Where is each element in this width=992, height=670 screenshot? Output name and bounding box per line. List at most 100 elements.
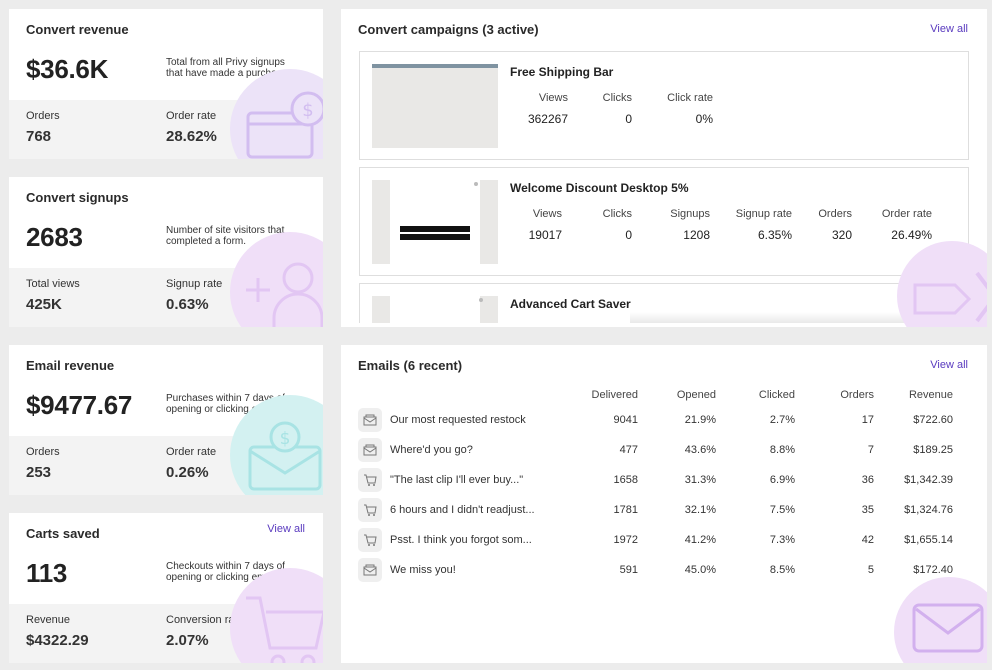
kpi-description: Number of site visitors that completed a…: [166, 225, 285, 247]
cell-revenue: $172.40: [913, 564, 953, 576]
campaign-card[interactable]: Free Shipping Bar Views 362267 Clicks 0 Cl…: [359, 51, 969, 160]
emails-table: Delivered Opened Clicked Orders Revenue …: [358, 385, 953, 585]
stat-value: 2.07%: [166, 632, 209, 649]
table-row[interactable]: Psst. I think you forgot som... 1972 41.…: [358, 525, 953, 555]
envelope-icon: [358, 408, 382, 432]
stat-label: Orders: [26, 110, 60, 122]
campaign-thumbnail: [372, 64, 498, 148]
convert-campaigns-panel: Convert campaigns (3 active) View all Fr…: [341, 9, 987, 327]
kpi-value: $9477.67: [26, 390, 133, 420]
kpi-value: $36.6K: [26, 54, 109, 84]
cell-revenue: $722.60: [913, 414, 953, 426]
envelope-icon: [358, 438, 382, 462]
cell-revenue: $1,342.39: [904, 474, 953, 486]
email-name: 6 hours and I didn't readjust...: [390, 504, 535, 516]
cell-orders: 5: [867, 564, 874, 576]
stat-value: 768: [26, 128, 52, 145]
campaign-metric: Click rate 0%: [667, 92, 713, 126]
campaign-metric: Views 362267: [527, 92, 568, 126]
table-row[interactable]: "The last clip I'll ever buy..." 1658 31…: [358, 465, 953, 495]
stat-value: 0.63%: [166, 296, 209, 313]
view-all-link[interactable]: View all: [267, 523, 305, 535]
envelope-icon: [894, 577, 987, 663]
kpi-value: 2683: [26, 222, 83, 252]
view-all-link[interactable]: View all: [930, 23, 968, 35]
cell-delivered: 1781: [613, 504, 638, 516]
table-row[interactable]: 6 hours and I didn't readjust... 1781 32…: [358, 495, 953, 525]
campaign-metric: Order rate 26.49%: [881, 208, 932, 242]
cell-opened: 41.2%: [684, 534, 716, 546]
kpi-value: 113: [26, 558, 68, 588]
stat-label: Total views: [26, 278, 80, 290]
campaign-metric: Views 19017: [528, 208, 562, 242]
campaign-metric: Signup rate 6.35%: [735, 208, 792, 242]
cell-opened: 21.9%: [684, 414, 716, 426]
stat-value: $4322.29: [26, 632, 89, 649]
table-row[interactable]: Where'd you go? 477 43.6% 8.8% 7 $189.25: [358, 435, 953, 465]
campaign-metric: Clicks 0: [602, 208, 632, 242]
cell-delivered: 477: [619, 444, 638, 456]
campaign-metric: Clicks 0: [602, 92, 632, 126]
cart-icon: [358, 528, 382, 552]
view-all-link[interactable]: View all: [930, 359, 968, 371]
kpi-description: Checkouts within 7 days of opening or cl…: [166, 561, 285, 583]
campaign-card[interactable]: Advanced Cart Saver: [359, 283, 969, 323]
campaign-name: Free Shipping Bar: [510, 65, 614, 79]
campaign-thumbnail: [372, 296, 498, 323]
kpi-description: Purchases within 7 days of opening or cl…: [166, 393, 285, 415]
campaign-metric: Orders 320: [818, 208, 852, 242]
table-row[interactable]: Our most requested restock 9041 21.9% 2.…: [358, 405, 953, 435]
stat-label: Signup rate: [166, 278, 223, 290]
stat-label: Conversion rate: [166, 614, 244, 626]
svg-text:$: $: [302, 100, 313, 121]
cell-orders: 42: [861, 534, 874, 546]
cell-opened: 45.0%: [684, 564, 716, 576]
cell-clicked: 7.5%: [769, 504, 795, 516]
campaign-name: Advanced Cart Saver: [510, 297, 631, 311]
card-title: Convert revenue: [26, 22, 129, 37]
cell-revenue: $1,324.76: [904, 504, 953, 516]
column-header: Clicked: [758, 389, 795, 401]
cell-delivered: 1972: [613, 534, 638, 546]
cell-clicked: 8.5%: [769, 564, 795, 576]
cell-clicked: 7.3%: [769, 534, 795, 546]
stat-label: Revenue: [26, 614, 71, 626]
cart-icon: [358, 468, 382, 492]
campaign-name: Welcome Discount Desktop 5%: [510, 181, 689, 195]
cell-revenue: $189.25: [913, 444, 953, 456]
column-header: Orders: [840, 389, 874, 401]
campaign-thumbnail: [372, 180, 498, 264]
kpi-description: Total from all Privy signups that have m…: [166, 57, 288, 79]
card-title: Email revenue: [26, 358, 115, 373]
table-row[interactable]: We miss you! 591 45.0% 8.5% 5 $172.40: [358, 555, 953, 585]
convert-revenue-card: Convert revenue $36.6K Total from all Pr…: [9, 9, 323, 159]
cell-clicked: 6.9%: [769, 474, 795, 486]
cell-opened: 43.6%: [684, 444, 716, 456]
column-header: Revenue: [908, 389, 953, 401]
stat-label: Order rate: [166, 110, 217, 122]
cell-opened: 32.1%: [684, 504, 716, 516]
envelope-icon: [358, 558, 382, 582]
campaign-metric: Signups 1208: [670, 208, 710, 242]
campaign-card[interactable]: Welcome Discount Desktop 5% Views 19017 C…: [359, 167, 969, 276]
email-name: "The last clip I'll ever buy...": [390, 474, 524, 486]
emails-panel: Emails (6 recent) View all Delivered Ope…: [341, 345, 987, 663]
stat-label: Orders: [26, 446, 60, 458]
cell-delivered: 9041: [613, 414, 638, 426]
panel-title: Emails (6 recent): [358, 358, 463, 373]
column-header: Delivered: [591, 389, 638, 401]
stat-value: 253: [26, 464, 52, 481]
cell-orders: 17: [861, 414, 874, 426]
convert-signups-card: Convert signups 2683 Number of site visi…: [9, 177, 323, 327]
cell-clicked: 2.7%: [769, 414, 795, 426]
panel-title: Convert campaigns (3 active): [358, 22, 539, 37]
email-name: Where'd you go?: [390, 444, 473, 456]
stat-label: Order rate: [166, 446, 217, 458]
cell-opened: 31.3%: [684, 474, 716, 486]
carts-saved-card: Carts saved View all 113 Checkouts withi…: [9, 513, 323, 663]
stat-value: 0.26%: [166, 464, 209, 481]
cart-icon: [358, 498, 382, 522]
column-header: Opened: [676, 389, 716, 401]
email-name: We miss you!: [390, 564, 456, 576]
email-revenue-card: Email revenue $9477.67 Purchases within …: [9, 345, 323, 495]
